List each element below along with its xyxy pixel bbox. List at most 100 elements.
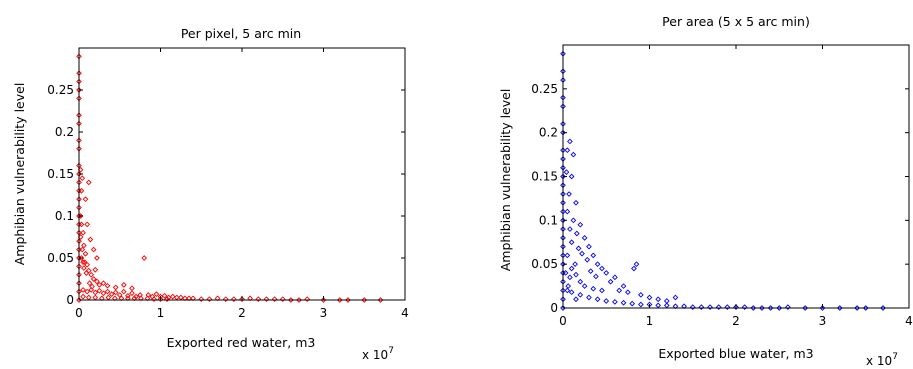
scatter-point [616,287,623,294]
y-tick-label: 0.1 [55,209,74,223]
scatter-point [125,292,131,299]
scatter-point [568,265,575,272]
scatter-point [581,235,588,241]
scatter-point [96,282,103,288]
scatter-point [104,288,111,295]
scatter-point [151,296,157,302]
scatter-point [750,305,757,311]
scatter-point [590,285,597,292]
scatter-point [638,292,644,298]
scatter-point [594,296,601,303]
scatter-point [620,283,627,289]
scatter-point [81,242,87,249]
scatter-point [603,270,610,276]
scatter-point [247,295,253,302]
scatter-point [80,229,86,236]
chart-title: Per pixel, 5 arc min [181,26,301,41]
scatter-point [129,290,135,297]
scatter-point [638,301,644,308]
scatter-point [785,304,791,310]
scatter-point [776,305,783,311]
scatter-panel-per-area: Per area (5 x 5 arc min) Exported blue w… [498,14,913,368]
x-tick-label: 4 [401,306,409,320]
scatter-point [304,296,311,302]
x-tick-label: 0 [75,306,83,320]
scatter-point [724,304,731,310]
y-tick-label: 0.15 [531,170,558,184]
x-tick-label: 1 [646,314,654,328]
y-tick-label: 0.2 [55,125,74,139]
scatter-point [255,296,262,302]
scatter-point [593,273,599,280]
scatter-point [572,261,578,268]
scatter-point [100,280,107,287]
x-multiplier: x 107 [362,346,394,362]
scatter-point [104,282,111,289]
scatter-point [570,217,577,224]
scatter-point [271,296,278,302]
y-tick-label: 0.1 [539,213,558,227]
scatter-point [733,304,739,310]
scatter-point [612,299,618,305]
scatter-point [153,291,160,297]
scatter-point [129,285,135,292]
scatter-point [880,305,886,311]
scatter-point [568,239,575,246]
scatter-point [198,296,205,302]
scatter-point [222,296,229,302]
scatter-point [862,305,869,311]
scatter-point [345,297,351,303]
scatter-point [568,289,575,296]
scatter-point [361,297,368,303]
scatter-point [214,295,221,302]
scatter-point [631,265,637,272]
scatter-point [83,270,90,276]
scatter-point [90,246,97,253]
scatter-point [164,296,170,302]
scatter-point [81,265,87,271]
x-tick-label: 1 [157,306,165,320]
scatter-point [568,173,575,180]
scatter-point [599,287,605,294]
y-tick-label: 0 [66,293,74,307]
scatter-point [377,297,384,303]
scatter-point [84,288,90,295]
scatter-point [579,250,585,257]
scatter-point [564,208,571,215]
plot-area [76,53,384,303]
scatter-point [854,305,860,311]
x-axis-label: Exported red water, m3 [167,335,316,350]
scatter-point [573,271,579,278]
scatter-point [767,305,774,311]
scatter-point [86,280,93,287]
scatter-point [239,296,245,302]
scatter-point [120,282,127,288]
scatter-point [141,255,148,261]
scatter-point [663,302,670,309]
scatter-point [566,191,572,197]
scatter-point [564,147,571,154]
scatter-point [689,304,696,310]
x-tick-label: 2 [238,306,246,320]
scatter-point [231,296,237,302]
scatter-point [594,261,601,268]
scatter-point [85,179,92,186]
scatter-point [575,245,582,252]
scatter-point [573,199,579,206]
y-tick-label: 0 [550,301,558,315]
scatter-point [87,236,94,243]
scatter-point [577,278,584,285]
scatter-point [586,294,592,301]
scatter-point [336,297,343,303]
y-tick-label: 0.05 [531,257,558,271]
scatter-point [586,243,592,250]
scatter-point [112,284,119,291]
axes-frame [562,44,910,309]
scatter-point [567,274,573,281]
x-tick-label: 3 [819,314,827,328]
scatter-point [100,290,107,297]
scatter-point [80,259,86,266]
scatter-point [84,261,90,268]
y-tick-label: 0.05 [47,251,74,265]
x-tick-label: 4 [905,314,913,328]
